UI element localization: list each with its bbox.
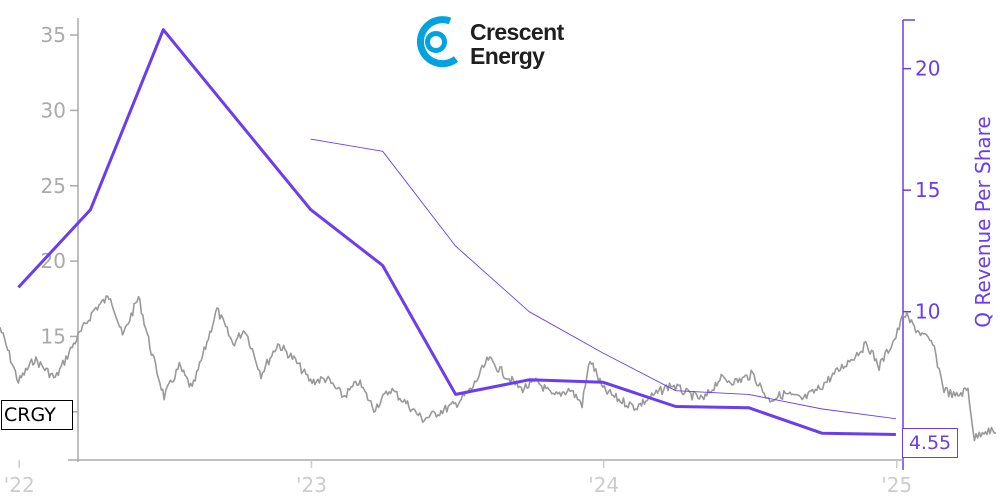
company-logo: Crescent Energy bbox=[408, 8, 598, 80]
logo-wordmark: Crescent Energy bbox=[470, 20, 564, 68]
left-axis: 101520253035 bbox=[41, 18, 79, 462]
logo-line-1: Crescent bbox=[470, 19, 564, 45]
logo-line-2: Energy bbox=[470, 43, 545, 69]
crescent-logo-icon bbox=[416, 16, 459, 68]
last-value-label: 4.55 bbox=[902, 428, 958, 458]
left-axis-tick-label: 25 bbox=[41, 174, 66, 198]
ticker-label: CRGY bbox=[1, 400, 73, 430]
x-axis: '22 '23 '24 '25 bbox=[4, 459, 912, 497]
series-layer bbox=[0, 28, 997, 442]
x-axis-tick-label: '24 bbox=[588, 473, 619, 497]
left-axis-tick-label: 30 bbox=[41, 98, 66, 122]
right-axis: 10 15 20 bbox=[902, 19, 940, 470]
left-axis-tick-label: 15 bbox=[41, 324, 66, 348]
right-axis-tick-label: 15 bbox=[915, 178, 940, 202]
x-axis-tick-label: '25 bbox=[881, 473, 912, 497]
x-axis-tick-label: '23 bbox=[296, 473, 327, 497]
x-axis-tick-label: '22 bbox=[4, 473, 35, 497]
left-axis-tick-label: 35 bbox=[41, 23, 66, 47]
revenue-estimate-line bbox=[310, 138, 896, 420]
revenue-line bbox=[17, 28, 896, 436]
right-axis-title: Q Revenue Per Share bbox=[971, 116, 995, 328]
right-axis-tick-label: 20 bbox=[915, 57, 940, 81]
right-axis-tick-label: 10 bbox=[915, 300, 940, 324]
price-line bbox=[0, 295, 997, 442]
